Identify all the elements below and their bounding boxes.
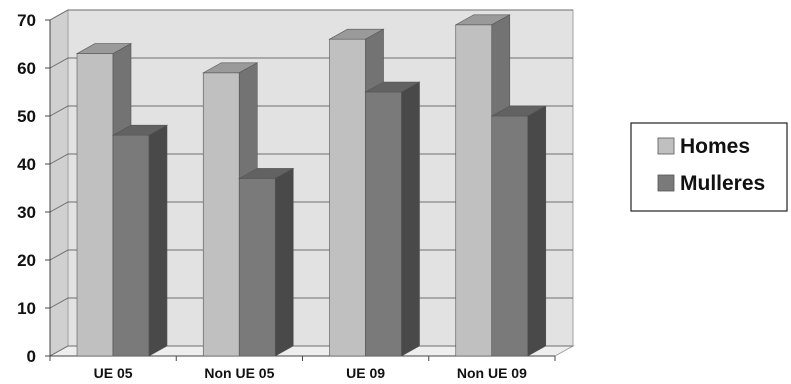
bar-front-face (491, 115, 529, 357)
y-tick-label: 0 (27, 347, 36, 366)
bar-front-face (238, 178, 276, 357)
bar-front-face (76, 53, 114, 357)
legend-label: Mulleres (680, 172, 765, 195)
legend-box (630, 122, 788, 212)
x-tick-label: UE 05 (94, 365, 133, 381)
bar-front-face (329, 38, 366, 357)
legend: Homes Mulleres (630, 122, 788, 212)
legend-label: Homes (680, 135, 750, 158)
bar (364, 81, 421, 357)
y-tick-label: 40 (17, 155, 36, 174)
bar-front-face (202, 72, 240, 357)
y-tick-label: 70 (17, 11, 36, 30)
bar-front-face (112, 134, 150, 357)
x-tick-label: UE 09 (346, 365, 385, 381)
bar (238, 167, 295, 357)
bars (75, 14, 547, 357)
bar-side-face (527, 105, 547, 357)
bar-front-face (365, 91, 402, 357)
bar-side-face (274, 167, 294, 357)
bar-front-face (455, 24, 493, 357)
legend-swatch (657, 174, 675, 192)
plot-side-wall (49, 9, 69, 357)
gridline (49, 57, 573, 69)
legend-swatch (657, 137, 675, 155)
bar-side-face (148, 124, 168, 357)
x-tick-label: Non UE 05 (204, 365, 274, 381)
bar-side-face (401, 81, 420, 357)
y-tick-label: 60 (17, 59, 36, 78)
x-axis: UE 05 Non UE 05 UE 09 Non UE 09 (49, 355, 556, 381)
bar (111, 124, 169, 357)
y-tick-label: 10 (17, 299, 36, 318)
y-tick-label: 20 (17, 251, 36, 270)
bar (490, 105, 547, 357)
y-tick-label: 50 (17, 107, 36, 126)
y-axis: 0 10 20 30 40 50 60 70 (17, 11, 51, 366)
x-tick-label: Non UE 09 (457, 365, 527, 381)
y-tick-label: 30 (17, 203, 36, 222)
gridline (49, 9, 573, 21)
